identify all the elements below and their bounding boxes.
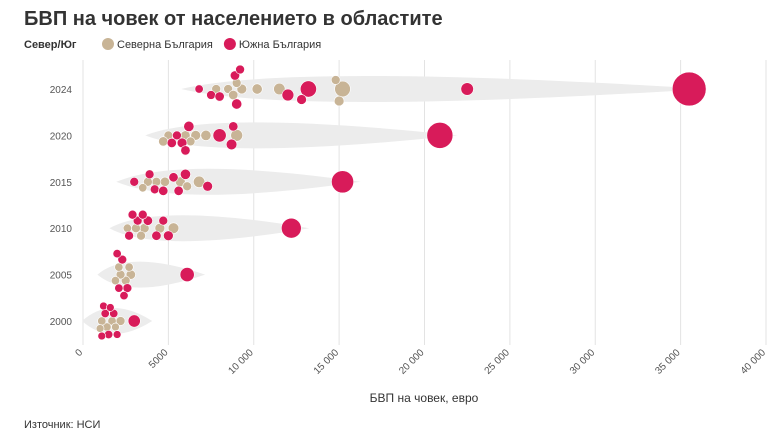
point <box>136 230 146 241</box>
point <box>167 222 180 234</box>
point <box>97 316 107 326</box>
x-tick-label: 20 000 <box>397 347 427 377</box>
plot <box>82 64 708 341</box>
violin <box>145 122 458 149</box>
point <box>671 71 707 107</box>
point <box>138 209 148 220</box>
point <box>129 177 139 187</box>
point <box>124 230 134 241</box>
point <box>173 185 184 196</box>
point <box>127 314 141 328</box>
point <box>183 120 195 132</box>
point <box>99 301 108 311</box>
point <box>228 121 239 132</box>
point <box>193 175 206 188</box>
point <box>138 183 148 193</box>
point <box>296 94 307 105</box>
point <box>119 291 129 301</box>
legend-label: Северна България <box>117 39 213 51</box>
point <box>158 136 169 147</box>
point <box>117 254 128 265</box>
source: Източник: НСИ <box>24 419 100 431</box>
x-tick-label: 40 000 <box>739 347 768 377</box>
point <box>228 90 239 101</box>
point <box>158 185 169 196</box>
point <box>251 83 263 95</box>
chart-title: БВП на човек от населението в областите <box>24 8 443 30</box>
point <box>163 230 174 241</box>
point <box>202 181 213 192</box>
y-tick-label: 2010 <box>50 224 73 235</box>
y-tick-label: 2005 <box>50 271 73 282</box>
point <box>95 324 105 333</box>
point <box>200 129 212 141</box>
point <box>212 128 227 143</box>
point <box>179 267 195 283</box>
point <box>110 276 120 286</box>
point <box>159 176 170 187</box>
point <box>144 169 155 180</box>
x-tick-label: 35 000 <box>653 347 683 377</box>
point <box>194 84 204 94</box>
point <box>127 209 138 220</box>
legend-swatch <box>102 38 114 50</box>
x-tick-label: 5000 <box>147 347 171 371</box>
point <box>106 303 115 312</box>
point <box>235 64 245 75</box>
point <box>281 217 302 239</box>
point <box>166 137 177 148</box>
x-tick-label: 10 000 <box>226 347 256 377</box>
y-tick-label: 2015 <box>50 178 73 189</box>
point <box>299 80 317 98</box>
legend: Северна България Южна България <box>102 38 321 51</box>
point <box>124 262 134 272</box>
point <box>206 90 216 100</box>
point <box>172 130 182 141</box>
point <box>97 331 107 341</box>
point <box>330 75 341 85</box>
point <box>185 136 196 147</box>
x-axis-label: БВП на човек, евро <box>370 391 479 405</box>
y-tick-label: 2024 <box>50 85 73 96</box>
point <box>281 88 295 102</box>
point <box>182 181 192 192</box>
point <box>231 98 243 110</box>
point <box>149 184 160 195</box>
x-tick-label: 25 000 <box>483 347 513 377</box>
legend-swatch <box>223 38 236 50</box>
point <box>273 82 286 96</box>
point <box>460 82 474 96</box>
x-tick-label: 30 000 <box>568 347 598 377</box>
point <box>426 122 454 149</box>
point <box>214 91 225 102</box>
legend-label: Южна България <box>239 39 321 51</box>
point <box>180 168 191 180</box>
point <box>112 330 122 339</box>
legend-title: Север/Юг <box>24 39 77 51</box>
point <box>168 172 179 183</box>
point <box>114 283 124 293</box>
point <box>112 249 122 259</box>
y-tick-label: 2020 <box>50 131 73 142</box>
point <box>225 138 238 151</box>
point <box>333 95 345 107</box>
point <box>158 215 169 226</box>
point <box>334 80 351 98</box>
point <box>331 170 354 194</box>
point <box>151 230 162 241</box>
point <box>111 322 120 332</box>
point <box>180 145 191 156</box>
y-tick-label: 2000 <box>50 317 73 328</box>
x-tick-label: 15 000 <box>312 347 342 377</box>
x-tick-label: 0 <box>73 347 85 359</box>
